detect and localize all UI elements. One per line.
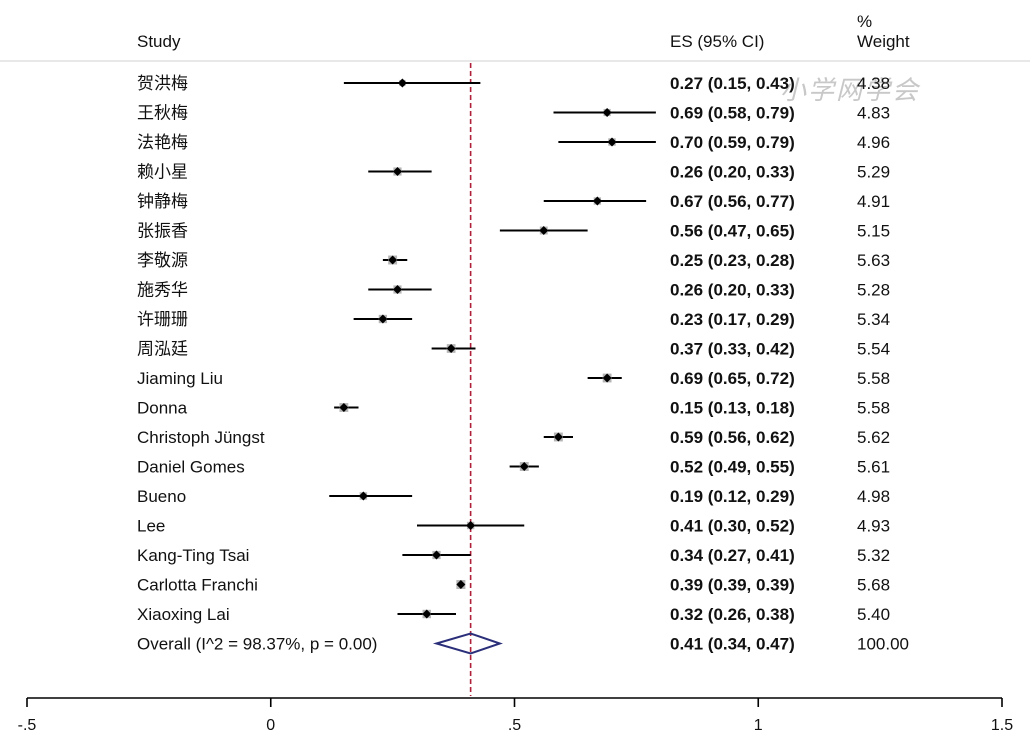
study-name: Bueno — [137, 487, 186, 506]
weight-value: 5.32 — [857, 546, 890, 565]
study-name: Lee — [137, 517, 165, 536]
weight-value: 4.38 — [857, 74, 890, 93]
weight-value: 5.61 — [857, 458, 890, 477]
effect-size-label: 0.27 (0.15, 0.43) — [670, 74, 795, 93]
effect-size-label: 0.41 (0.30, 0.52) — [670, 517, 795, 536]
point-estimate — [446, 344, 456, 353]
weight-value: 5.63 — [857, 251, 890, 270]
study-name: 李敬源 — [137, 251, 188, 270]
point-estimate — [607, 137, 617, 147]
study-name: 王秋梅 — [137, 104, 188, 123]
study-name: 施秀华 — [137, 281, 188, 300]
effect-size-label: 0.15 (0.13, 0.18) — [670, 399, 795, 418]
overall-weight: 100.00 — [857, 635, 909, 654]
weight-value: 5.29 — [857, 163, 890, 182]
weight-value: 4.83 — [857, 104, 890, 123]
watermark: 小学网学会 — [780, 76, 921, 106]
point-estimate — [602, 373, 612, 383]
point-estimate — [393, 285, 402, 294]
point-estimate — [602, 108, 612, 117]
point-estimate — [378, 314, 388, 324]
header-weight-percent: % — [857, 12, 873, 31]
effect-size-label: 0.37 (0.33, 0.42) — [670, 340, 795, 359]
effect-size-label: 0.52 (0.49, 0.55) — [670, 458, 795, 477]
effect-size-label: 0.23 (0.17, 0.29) — [670, 310, 795, 329]
study-name: 许珊珊 — [137, 310, 188, 329]
x-tick-label: 1 — [754, 717, 763, 734]
point-estimate — [456, 580, 466, 589]
effect-size-label: 0.56 (0.47, 0.65) — [670, 222, 795, 241]
study-name: Kang-Ting Tsai — [137, 546, 249, 565]
x-tick-label: 1.5 — [991, 717, 1013, 734]
point-estimate — [519, 462, 529, 471]
weight-value: 5.62 — [857, 428, 890, 447]
x-tick-label: 0 — [266, 717, 275, 734]
study-name: Daniel Gomes — [137, 458, 245, 477]
effect-size-label: 0.70 (0.59, 0.79) — [670, 133, 795, 152]
study-name: Donna — [137, 399, 188, 418]
effect-size-label: 0.67 (0.56, 0.77) — [670, 192, 795, 211]
point-estimate — [422, 609, 432, 619]
study-name: Jiaming Liu — [137, 369, 223, 388]
weight-value: 5.28 — [857, 281, 890, 300]
weight-value: 5.58 — [857, 399, 890, 418]
point-estimate — [466, 521, 476, 530]
study-name: 贺洪梅 — [137, 74, 188, 93]
effect-size-label: 0.26 (0.20, 0.33) — [670, 281, 795, 300]
overall-diamond — [432, 632, 503, 655]
effect-size-label: 0.19 (0.12, 0.29) — [670, 487, 795, 506]
study-name: 法艳梅 — [137, 133, 188, 152]
header-study: Study — [137, 32, 181, 51]
study-name: 张振香 — [137, 222, 188, 241]
effect-size-label: 0.26 (0.20, 0.33) — [670, 163, 795, 182]
study-name: 钟静梅 — [137, 192, 188, 211]
study-name: 周泓廷 — [137, 340, 188, 359]
overall-label: Overall (I^2 = 98.37%, p = 0.00) — [137, 635, 377, 654]
study-name: 赖小星 — [137, 163, 188, 182]
weight-value: 4.93 — [857, 517, 890, 536]
header-es: ES (95% CI) — [670, 32, 765, 51]
weight-value: 5.40 — [857, 605, 890, 624]
weight-value: 5.58 — [857, 369, 890, 388]
weight-value: 4.96 — [857, 133, 890, 152]
weight-value: 5.34 — [857, 310, 890, 329]
point-estimate — [553, 432, 563, 442]
point-estimate — [358, 491, 368, 501]
study-name: Carlotta Franchi — [137, 576, 258, 595]
effect-size-label: 0.69 (0.58, 0.79) — [670, 104, 795, 123]
x-tick-label: .5 — [508, 717, 521, 734]
effect-size-label: 0.59 (0.56, 0.62) — [670, 428, 795, 447]
weight-value: 4.91 — [857, 192, 890, 211]
point-estimate — [393, 167, 402, 176]
point-estimate — [592, 196, 602, 206]
study-name: Xiaoxing Lai — [137, 605, 230, 624]
weight-value: 5.68 — [857, 576, 890, 595]
study-name: Christoph Jüngst — [137, 428, 265, 447]
weight-value: 4.98 — [857, 487, 890, 506]
effect-size-label: 0.69 (0.65, 0.72) — [670, 369, 795, 388]
effect-size-label: 0.34 (0.27, 0.41) — [670, 546, 795, 565]
weight-value: 5.15 — [857, 222, 890, 241]
effect-size-label: 0.39 (0.39, 0.39) — [670, 576, 795, 595]
effect-size-label: 0.25 (0.23, 0.28) — [670, 251, 795, 270]
x-tick-label: -.5 — [18, 717, 37, 734]
point-estimate — [388, 255, 398, 265]
weight-value: 5.54 — [857, 340, 890, 359]
point-estimate — [539, 226, 549, 235]
header-weight: Weight — [857, 32, 910, 51]
effect-size-label: 0.32 (0.26, 0.38) — [670, 605, 795, 624]
point-estimate — [397, 78, 407, 88]
overall-effect-size: 0.41 (0.34, 0.47) — [670, 635, 795, 654]
point-estimate — [432, 550, 441, 560]
point-estimate — [339, 403, 349, 412]
